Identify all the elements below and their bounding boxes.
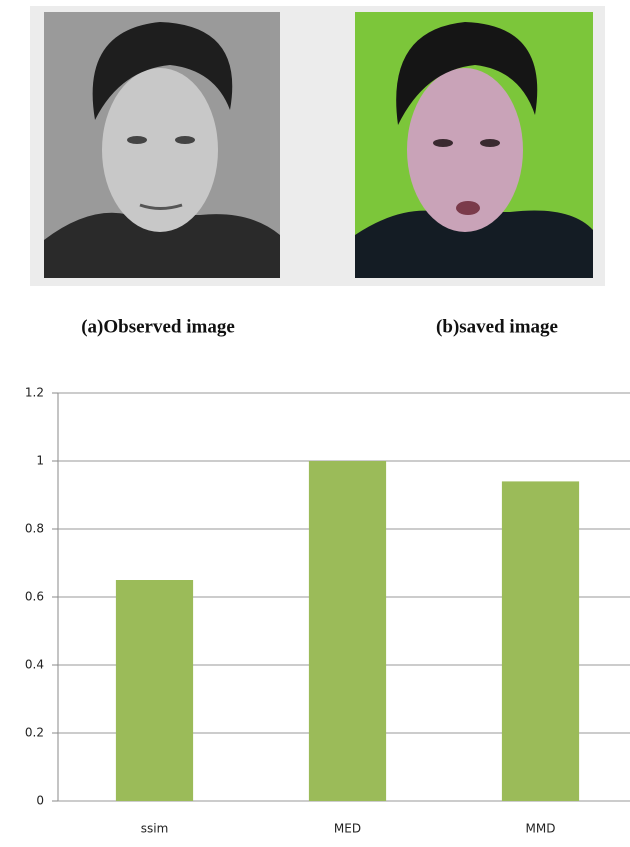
caption: (a)Observed image: [81, 316, 235, 337]
y-tick-label: 1: [36, 454, 44, 468]
y-tick-label: 0.8: [25, 522, 44, 536]
y-tick-label: 1.2: [25, 386, 44, 400]
figure: (a)Observed image (b)saved image 0 0.2 0.4…: [0, 0, 630, 847]
saved-photo: [355, 12, 593, 278]
bar: [116, 580, 193, 801]
observed-photo: [44, 12, 280, 278]
x-tick-label: MMD: [526, 822, 556, 836]
x-tick-label: MED: [334, 822, 361, 836]
y-tick-label: 0.6: [25, 590, 44, 604]
caption: (b)saved image: [436, 316, 558, 337]
x-tick-label: ssim: [141, 822, 169, 836]
y-tick-label: 0.4: [25, 658, 44, 672]
bar: [309, 461, 386, 801]
bar: [502, 481, 579, 801]
y-tick-label: 0: [36, 794, 44, 808]
y-tick-label: 0.2: [25, 726, 44, 740]
